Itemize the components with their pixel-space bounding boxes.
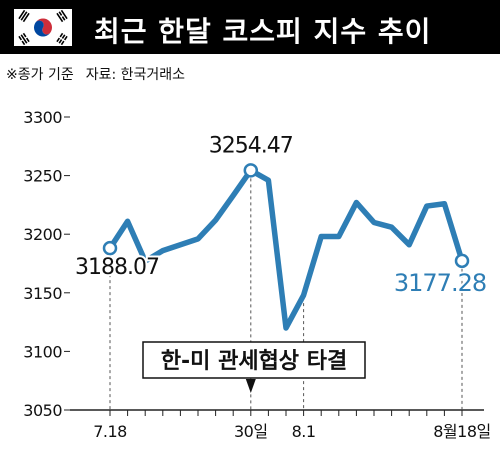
x-tick-label: 30일 — [234, 422, 268, 441]
series-line — [107, 167, 465, 331]
y-tick-label: 3300 — [23, 108, 62, 127]
korean-flag-icon — [14, 9, 72, 46]
y-tick-label: 3050 — [23, 401, 62, 420]
x-tick-label: 8.1 — [292, 422, 316, 441]
x-tick-label: 8월18일 — [433, 422, 490, 441]
data-label: 3177.28 — [394, 269, 486, 297]
source-note: ※종가 기준 자료: 한국거래소 — [6, 64, 185, 84]
x-tick-label: 7.18 — [93, 422, 127, 441]
price-basis-note: ※종가 기준 — [6, 67, 74, 83]
data-point-marker — [454, 253, 470, 269]
title-bar: 최근 한달 코스피 지수 추이 — [0, 0, 500, 54]
y-tick-label: 3250 — [23, 167, 62, 186]
event-label: 한-미 관세협상 타결 — [161, 349, 347, 374]
data-point-marker — [102, 240, 118, 256]
y-tick-label: 3150 — [23, 284, 62, 303]
event-box — [142, 341, 366, 379]
y-tick-label: 3200 — [23, 225, 62, 244]
y-tick-label: 3100 — [23, 342, 62, 361]
data-point-marker — [243, 163, 259, 178]
data-label: 3188.07 — [75, 255, 159, 280]
data-source-label: 자료: 한국거래소 — [85, 67, 186, 83]
event-pointer — [245, 379, 256, 393]
page-title: 최근 한달 코스피 지수 추이 — [94, 15, 432, 48]
data-label: 3254.47 — [209, 133, 293, 158]
